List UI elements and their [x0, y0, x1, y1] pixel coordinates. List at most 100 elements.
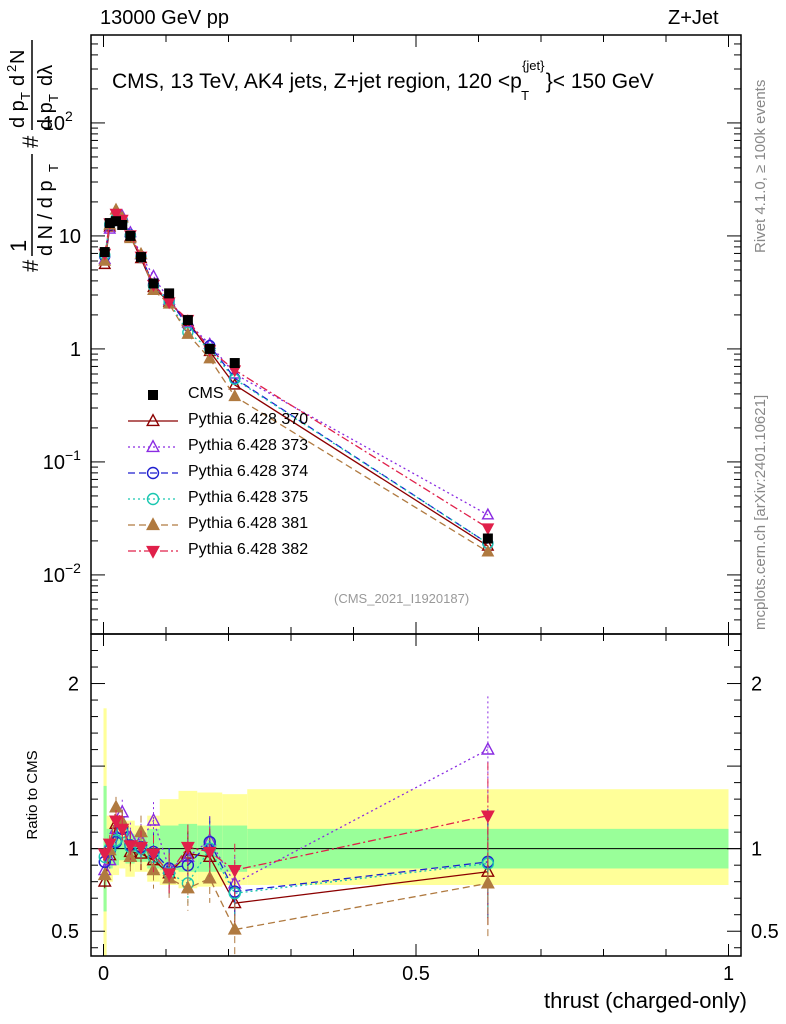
- legend-label-382: Pythia 6.428 382: [188, 541, 309, 558]
- ratio-y-tick-label-right: 1: [751, 839, 762, 861]
- data-point: [125, 230, 136, 241]
- data-point: [164, 288, 175, 299]
- y-tick-label-exponent: 2: [65, 108, 73, 124]
- data-point: [117, 219, 128, 230]
- ratio-point-5: [162, 868, 177, 882]
- legend-marker-3: [146, 492, 160, 506]
- series-point-4: [481, 544, 495, 557]
- data-point: [182, 315, 193, 326]
- series-point-5: [481, 523, 495, 536]
- analysis-id: (CMS_2021_I1920187): [334, 591, 470, 606]
- rivet-version-label: Rivet 4.1.0, ≥ 100k events: [752, 79, 769, 253]
- y-label-denominator2: d p: [35, 102, 57, 130]
- y-label-denominator: d N / d p: [35, 180, 57, 256]
- ratio-point-5: [134, 841, 148, 855]
- ratio-point-5: [123, 840, 138, 854]
- ratio-point-4: [202, 870, 217, 884]
- ratio-point-5: [180, 841, 195, 855]
- ratio-point-1: [480, 741, 495, 755]
- ratio-y-tick-label: 0.5: [51, 921, 79, 943]
- ratio-axis-label: Ratio to CMS: [24, 750, 41, 839]
- data-point: [148, 278, 159, 289]
- ratio-line-4: [104, 804, 488, 931]
- ratio-point-5: [227, 865, 242, 878]
- beam-label: 13000 GeV pp: [100, 7, 229, 29]
- y-label-one: 1: [6, 240, 31, 252]
- y-label-hash: #: [18, 259, 43, 272]
- data-point: [104, 218, 115, 229]
- y-label-N: N: [7, 50, 29, 64]
- legend-marker-data: [148, 390, 158, 400]
- ratio-point-5: [480, 810, 495, 824]
- ratio-point-5: [109, 815, 123, 829]
- x-tick-label: 1: [723, 963, 734, 985]
- annotation-pt: p: [510, 70, 522, 93]
- x-tick-label: 0.5: [402, 963, 430, 985]
- ratio-point-5: [102, 838, 117, 852]
- legend-marker-1: [146, 439, 160, 453]
- legend-marker-4: [146, 517, 160, 531]
- legend-label-370: Pythia 6.428 370: [188, 411, 309, 428]
- y-label-hash2: #: [18, 135, 43, 148]
- x-axis-label: thrust (charged-only): [544, 988, 747, 1013]
- y-label-denominator2-sub: T: [46, 94, 61, 102]
- ratio-band-1sigma: [159, 825, 179, 871]
- legend-label-381: Pythia 6.428 381: [188, 515, 309, 532]
- y-label-numerator2: d p: [7, 100, 29, 128]
- series-point-1: [481, 507, 495, 520]
- data-point: [136, 252, 146, 263]
- series-point-4: [181, 326, 195, 339]
- y-tick-label: 10: [43, 113, 65, 135]
- ratio-line-0: [104, 821, 488, 904]
- ratio-point-4: [180, 880, 195, 894]
- ratio-point-0: [97, 873, 112, 887]
- ratio-point-4: [123, 849, 138, 863]
- legend-marker-0: [146, 413, 160, 427]
- data-point: [99, 247, 110, 258]
- y-label-squared: 2: [4, 65, 19, 72]
- legend-label-data: CMS: [188, 385, 224, 402]
- annotation-prefix: CMS, 13 TeV, AK4 jets, Z+jet region, 120…: [112, 70, 511, 93]
- legend-marker-2: [146, 466, 160, 480]
- annotation-pt-sup: {jet}: [522, 58, 545, 73]
- y-label-denominator-sub: T: [46, 164, 61, 172]
- ratio-point-5: [97, 848, 112, 862]
- ratio-y-tick-label-right: 2: [751, 674, 762, 696]
- series-point-4: [203, 351, 217, 364]
- annotation-pt-sub: T: [521, 88, 530, 103]
- ratio-point-4: [480, 875, 495, 889]
- y-tick-label: 10: [43, 565, 65, 587]
- annotation-suffix: }< 150 GeV: [545, 70, 654, 93]
- ratio-y-tick-label-right: 0.5: [751, 921, 779, 943]
- y-label-numerator2-sub: T: [18, 92, 33, 100]
- y-tick-label: 10: [59, 226, 81, 248]
- y-tick-label-exponent: −1: [65, 447, 81, 463]
- y-tick-label: 1: [70, 339, 81, 361]
- data-point: [482, 533, 493, 544]
- mcplots-label: mcplots.cern.ch [arXiv:2401.10621]: [752, 394, 769, 630]
- ratio-point-1: [146, 812, 161, 826]
- ratio-point-4: [97, 867, 112, 881]
- ratio-y-tick-label: 1: [68, 839, 79, 861]
- ratio-y-tick-label: 2: [68, 674, 79, 696]
- y-tick-label-exponent: −2: [65, 560, 81, 576]
- data-point: [111, 216, 121, 227]
- legend-label-373: Pythia 6.428 373: [188, 437, 309, 454]
- series-point-4: [228, 389, 242, 402]
- plot-annotation: CMS, 13 TeV, AK4 jets, Z+jet region, 120…: [112, 58, 654, 103]
- ratio-point-5: [202, 846, 217, 860]
- ratio-point-4: [227, 921, 242, 935]
- y-label-dlambda: dλ: [35, 65, 57, 86]
- y-label-d: d: [7, 75, 29, 86]
- legend-label-375: Pythia 6.428 375: [188, 489, 309, 506]
- ratio-point-5: [146, 848, 161, 862]
- legend-marker-5: [146, 545, 160, 559]
- data-point: [204, 343, 215, 354]
- legend-label-374: Pythia 6.428 374: [188, 463, 309, 480]
- x-tick-label: 0: [98, 963, 109, 985]
- y-tick-label: 10: [43, 452, 65, 474]
- series-line-1: [104, 215, 489, 516]
- process-label: Z+Jet: [668, 7, 719, 29]
